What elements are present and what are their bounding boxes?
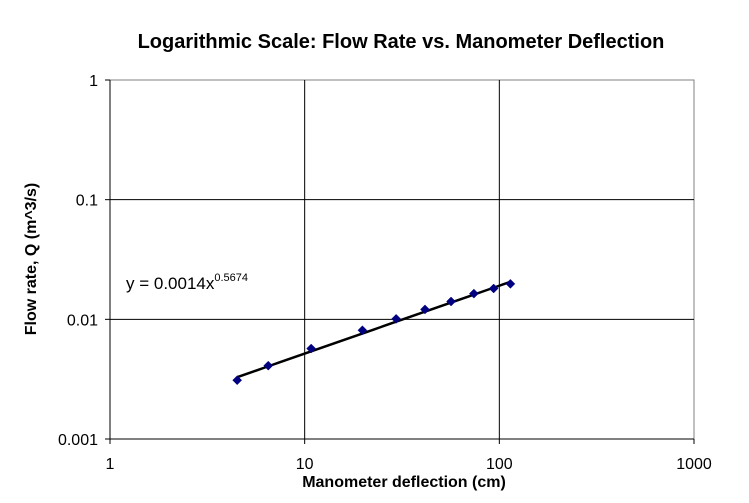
y-tick-label: 0.001 (58, 432, 98, 449)
x-tick-label: 1000 (676, 456, 712, 473)
data-point (505, 278, 516, 289)
data-point (391, 313, 401, 324)
y-tick-label: 0.01 (67, 312, 98, 329)
data-point (469, 288, 479, 299)
data-point (357, 325, 368, 336)
x-axis-ticks: 1 10 100 1000 (106, 439, 712, 473)
data-point (488, 283, 499, 294)
x-axis-title: Manometer deflection (cm) (302, 474, 506, 491)
chart-title: Logarithmic Scale: Flow Rate vs. Manomet… (138, 31, 665, 53)
y-tick-label: 1 (89, 73, 98, 90)
trendline-equation: y = 0.0014x0.5674 (126, 272, 248, 293)
y-axis-title: Flow rate, Q (m^3/s) (23, 183, 40, 335)
equation-exponent: 0.5674 (214, 272, 248, 284)
x-tick-label: 1 (106, 456, 115, 473)
x-tick-label: 10 (296, 456, 314, 473)
power-trendline (236, 280, 511, 379)
data-point (420, 304, 430, 315)
plot-area (109, 79, 695, 440)
data-point (446, 296, 456, 307)
data-point (232, 375, 243, 386)
x-tick-label: 100 (486, 456, 513, 473)
data-points (232, 278, 516, 386)
equation-base: y = 0.0014x (126, 274, 215, 293)
y-axis-ticks: 0.001 0.01 0.1 1 (58, 73, 110, 449)
data-point (263, 360, 274, 371)
y-tick-label: 0.1 (76, 193, 98, 210)
data-point (306, 343, 317, 354)
